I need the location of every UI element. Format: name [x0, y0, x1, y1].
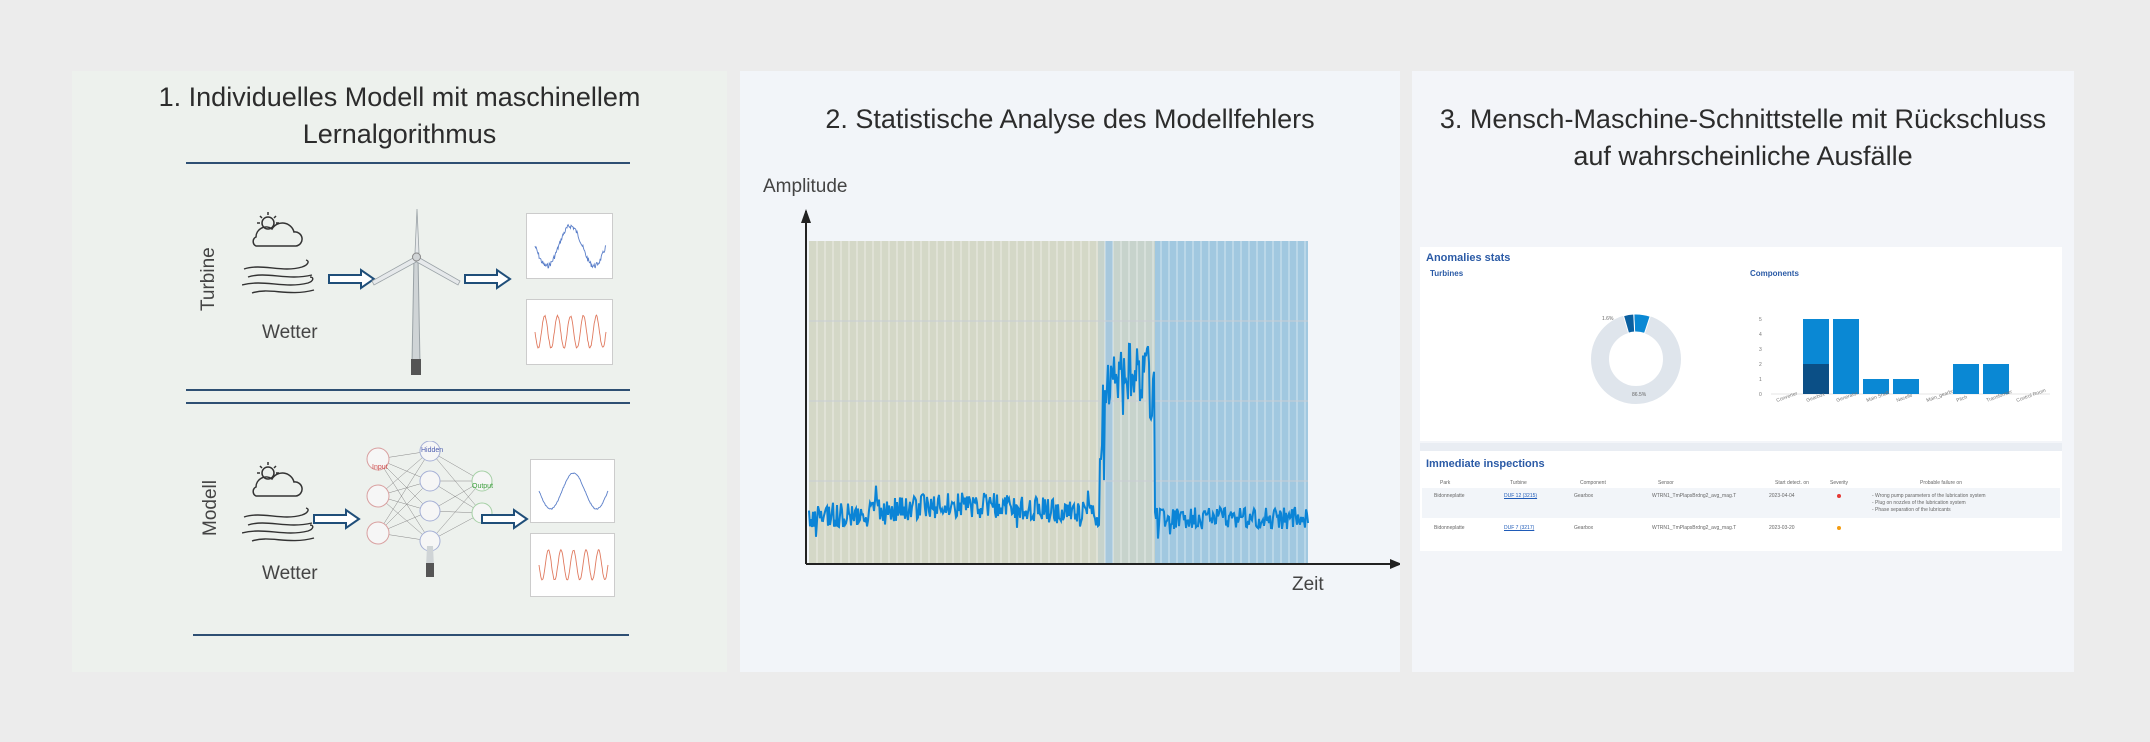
column-header[interactable]: Component [1580, 480, 1606, 486]
turbines-donut-chart[interactable] [1580, 309, 1690, 409]
turbine-link[interactable]: DUF 7 (3217) [1504, 525, 1535, 531]
y-axis-arrow [801, 209, 811, 223]
column-header[interactable]: Sensor [1658, 480, 1674, 486]
column-header[interactable]: Turbine [1510, 480, 1527, 486]
divider [186, 389, 630, 391]
table-cell: Gearbox [1574, 493, 1594, 499]
panel3-title-line2: auf wahrscheinliche Ausfälle [1573, 141, 1913, 171]
bar-ytick: 4 [1759, 332, 1762, 338]
severity-indicator [1837, 526, 1841, 530]
bar-ytick: 1 [1759, 377, 1762, 383]
error-signal [808, 342, 1309, 539]
column-header[interactable]: Start detect. on [1775, 480, 1809, 486]
panel3-title-line1: 3. Mensch-Maschine-Schnittstelle mit Rüc… [1439, 104, 2047, 134]
anomalies-stats-card: Anomalies stats Turbines Components 1.6%… [1420, 247, 2062, 441]
output-plot-bottom-red [530, 533, 615, 597]
arrow-right-icon [481, 508, 529, 530]
probable-failure: - Wrong pump parameters of the lubricati… [1872, 493, 1986, 499]
bar-xtick: Control Room [2016, 388, 2047, 404]
column-header[interactable]: Severity [1830, 480, 1849, 486]
turbines-label: Turbines [1430, 269, 1464, 278]
output-plot-bottom-blue [530, 459, 615, 523]
table-row-highlight [1422, 488, 2060, 518]
table-cell: 2023-03-20 [1769, 525, 1795, 531]
arrow-right-icon [464, 268, 512, 290]
x-axis-arrow [1390, 559, 1400, 569]
bar-main shaft[interactable] [1863, 379, 1889, 394]
table-cell: Gearbox [1574, 525, 1594, 531]
panel-hmi: 3. Mensch-Maschine-Schnittstelle mit Rüc… [1412, 71, 2074, 672]
arrow-right-icon [328, 268, 376, 290]
weather-label-top: Wetter [262, 322, 318, 343]
probable-failure: - Phase separation of the lubricants [1872, 507, 1951, 513]
donut-small-label: 1.6% [1602, 316, 1614, 322]
bar-pitch[interactable] [1953, 364, 1979, 394]
bar-xtick: Converter [1776, 391, 1799, 404]
severity-indicator [1837, 494, 1841, 498]
immediate-inspections-card: Immediate inspections Park Turbine Compone… [1420, 451, 2062, 551]
components-label: Components [1750, 269, 1799, 278]
anomaly-region [1155, 241, 1308, 563]
bar-nacelle[interactable] [1893, 379, 1919, 394]
bar-generator[interactable] [1833, 319, 1859, 394]
nn-output-label: Output [472, 483, 494, 490]
inspections-title: Immediate inspections [1426, 458, 1545, 470]
wind-turbine-icon [371, 209, 461, 375]
panel-statistical-analysis: 2. Statistische Analyse des Modellfehler… [740, 71, 1400, 672]
bar-transformer[interactable] [1983, 364, 2009, 394]
panel1-title-line1: 1. Individuelles Modell mit maschinellem [158, 82, 641, 112]
wind-icon [242, 507, 315, 542]
divider [186, 162, 630, 164]
column-header[interactable]: Probable failure on [1920, 480, 1962, 486]
column-header[interactable]: Park [1440, 480, 1451, 486]
bar-xtick: Nacelle [1896, 392, 1914, 403]
bar-xtick: Pitch [1956, 394, 1969, 404]
table-cell: Bidonneplatte [1434, 525, 1465, 531]
sun-cloud-icon [252, 212, 303, 247]
x-axis-label: Zeit [1292, 574, 1324, 595]
neural-network-diagram [366, 441, 493, 577]
divider [186, 402, 630, 404]
nn-input-label: Input [372, 464, 388, 471]
probable-failure: - Plug on nozzles of the lubrication sys… [1872, 500, 1966, 506]
arrow-right-icon [313, 508, 361, 530]
table-cell: WTRN1_TmPlapsBrdng2_avg_mag.T [1652, 493, 1737, 499]
nn-hidden-label: Hidden [421, 447, 444, 454]
turbine-side-label: Turbine [198, 247, 219, 311]
table-cell: Bidonneplatte [1434, 493, 1465, 499]
output-plot-top-blue [526, 213, 613, 279]
model-side-label: Modell [200, 480, 221, 536]
sun-cloud-icon [252, 462, 303, 497]
donut-big-label: 86.5% [1632, 392, 1647, 398]
bar-ytick: 2 [1759, 362, 1762, 368]
turbine-link[interactable]: DUF 12 (3215) [1504, 493, 1538, 499]
output-plot-top-red [526, 299, 613, 365]
anomalies-stats-title: Anomalies stats [1426, 252, 1511, 264]
panel1-title-line2: Lernalgorithmus [302, 119, 497, 149]
model-error-chart [801, 209, 1400, 569]
bar-ytick: 5 [1759, 317, 1762, 323]
table-cell: WTRN1_TmPlapsBrdng2_avg_mag.T [1652, 525, 1737, 531]
panel-individual-model: 1. Individuelles Modell mit maschinellem… [72, 71, 727, 672]
bar-ytick: 3 [1759, 347, 1762, 353]
table-cell: 2023-04-04 [1769, 493, 1795, 499]
y-axis-label: Amplitude [763, 176, 848, 197]
divider [193, 634, 629, 636]
separator [1420, 443, 2062, 451]
wind-icon [242, 259, 315, 294]
weather-label-bottom: Wetter [262, 563, 318, 584]
bar-ytick: 0 [1759, 392, 1762, 398]
bar-secondary-gearbox[interactable] [1803, 364, 1829, 394]
panel2-title: 2. Statistische Analyse des Modellfehler… [825, 104, 1315, 134]
